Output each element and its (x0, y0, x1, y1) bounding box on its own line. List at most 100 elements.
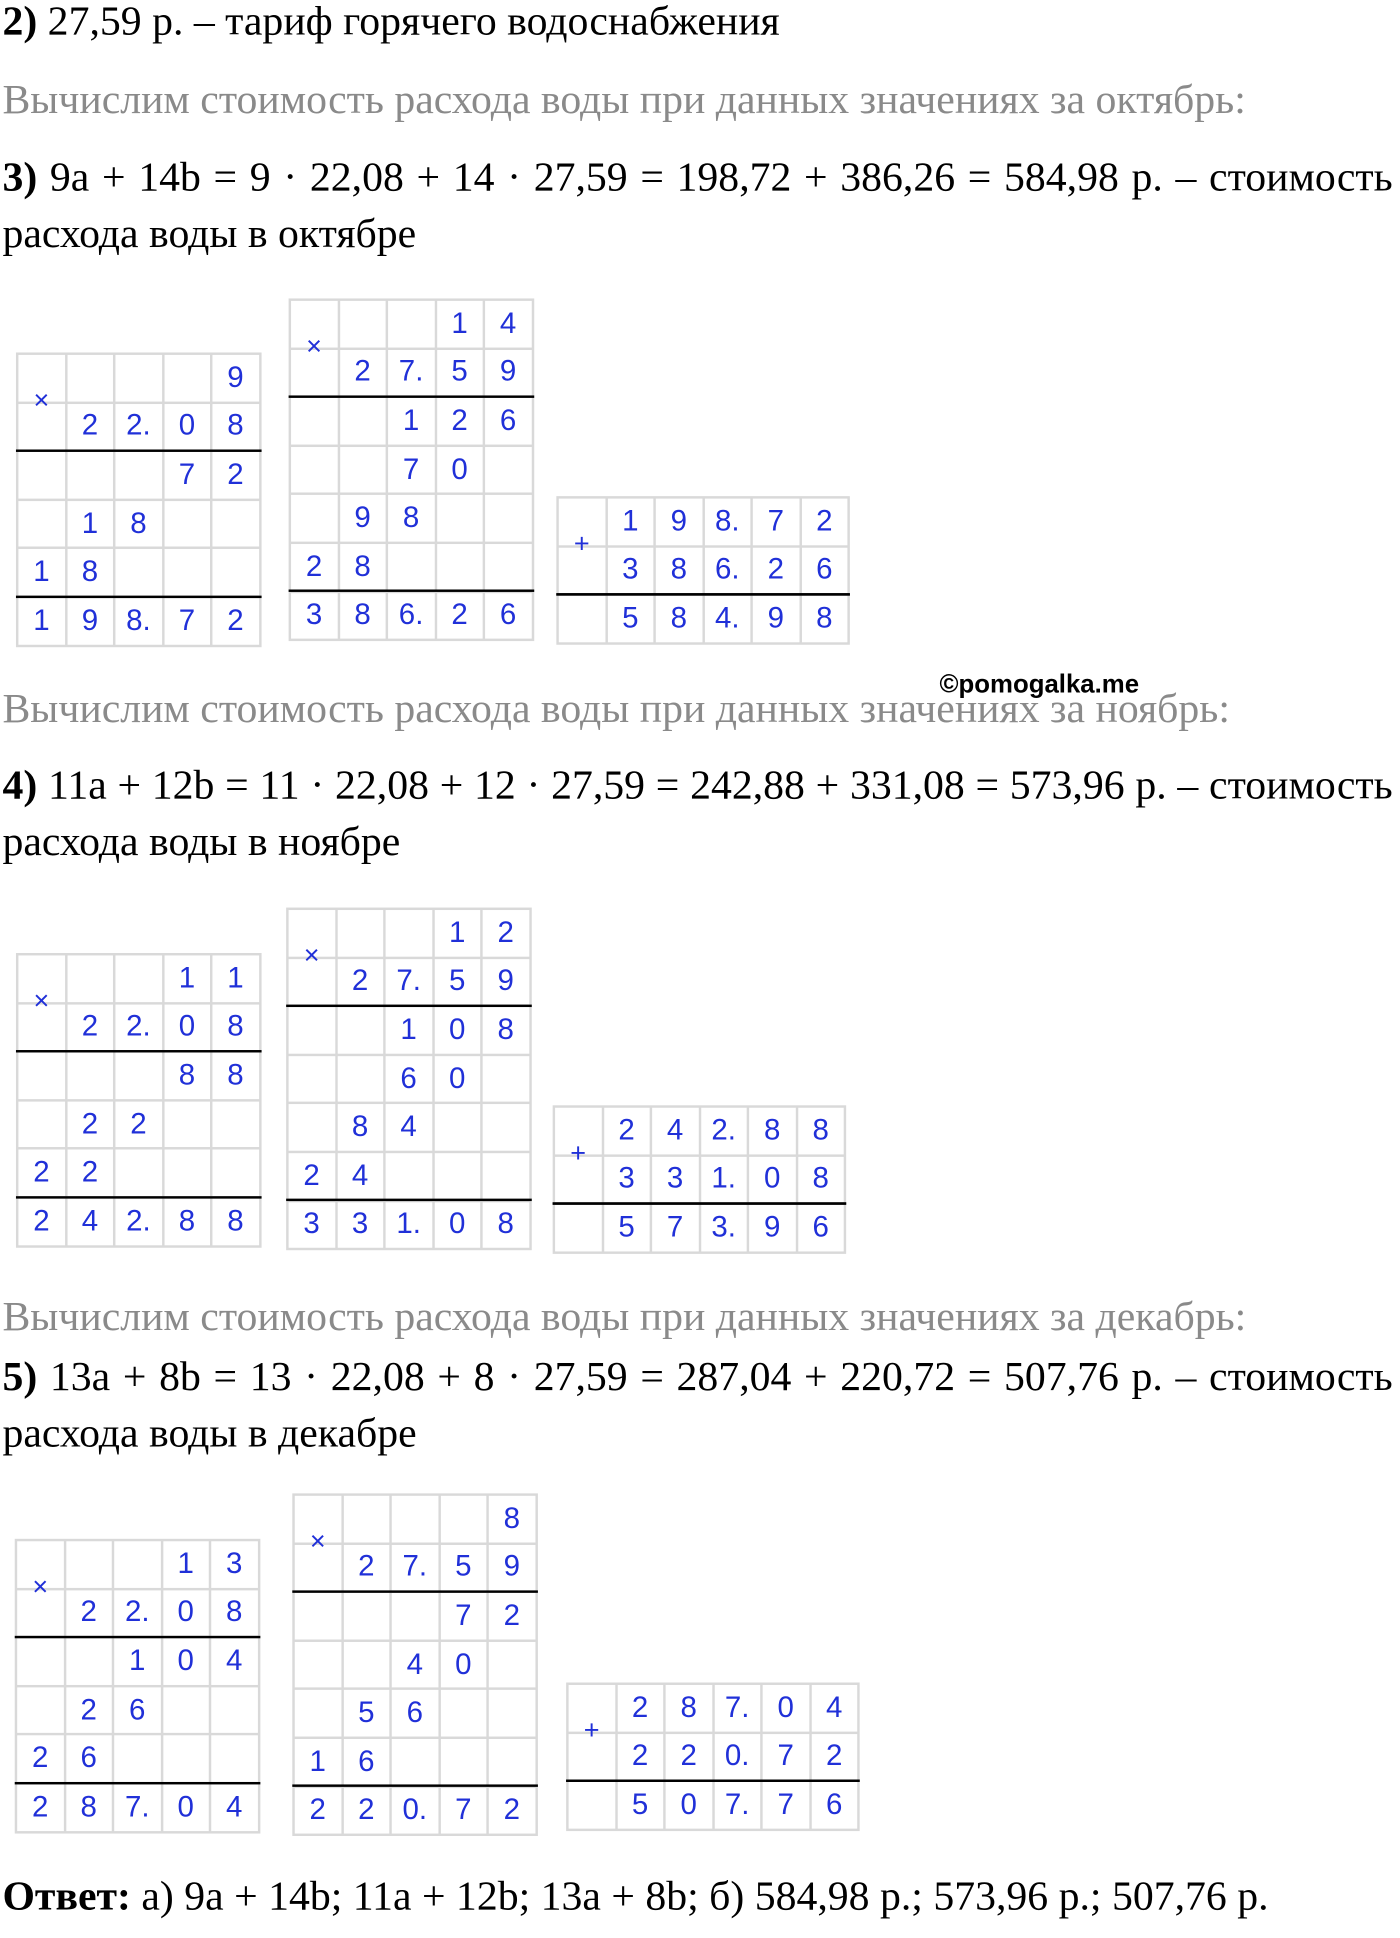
grid-cell: 0 (665, 1782, 712, 1829)
grid-cell (440, 1690, 487, 1737)
grid-cell: 5 (607, 595, 654, 643)
rule-line (286, 1198, 532, 1202)
grid-cell (385, 1153, 432, 1200)
grid-cell (288, 1104, 335, 1151)
grid-cell: 4 (391, 1641, 438, 1688)
grid-cell: 2 (337, 958, 384, 1005)
grid-cell: 0. (714, 1733, 761, 1780)
grid-cell: 2. (115, 1198, 162, 1245)
grid-cell (343, 1593, 390, 1640)
operation-sign: + (573, 527, 590, 559)
grid-cell: 4 (485, 300, 532, 348)
grid-cell: 8 (482, 1201, 529, 1248)
grid-cell: 2 (66, 1101, 113, 1148)
grid-cell (115, 1149, 162, 1197)
grid-cell: 6 (114, 1687, 161, 1734)
grid-cell (434, 1153, 481, 1200)
grid-cell: 2 (603, 1107, 650, 1154)
grid-cell (163, 549, 211, 596)
grid-cell (294, 1593, 341, 1640)
grid-cell (212, 549, 259, 596)
answer: Ответ: а) 9a + 14b; 11a + 12b; 13a + 8b;… (2, 1869, 1392, 1925)
grid-cell: 1 (162, 1541, 209, 1588)
rule-line (14, 1781, 260, 1784)
grid-cell (568, 1684, 615, 1732)
grid-cell (65, 1638, 112, 1685)
rule-line (566, 1779, 860, 1782)
grid-cell: 1 (294, 1738, 341, 1786)
grid-cell (288, 910, 335, 957)
calculation-grid: 1 3 2 2. 0 8 1 0 4 2 6 2 6 2 8 7. 0 4 × (14, 1538, 260, 1834)
grid-cell: 1 (436, 300, 483, 348)
grid-cell: 5 (343, 1690, 390, 1737)
grid-cell: 9 (482, 958, 529, 1005)
grid-cell: 0 (436, 446, 483, 493)
heading: Вычислим стоимость расхода воды при данн… (2, 77, 1246, 123)
text: 13a + 8b = 13 · 22,08 + 8 · 27,59 = 287,… (2, 1354, 1393, 1457)
calculation-grid: 1 2 2 7. 5 9 1 0 8 6 0 8 4 2 4 3 3 1. 0 8 × (286, 907, 532, 1251)
problem: 3) 9a + 14b = 9 · 22,08 + 14 · 27,59 = 1… (2, 150, 1392, 263)
grid-cell: 2 (291, 544, 338, 591)
grid-cell: 1 (66, 500, 113, 547)
grid-cell: 8 (211, 1589, 258, 1637)
grid-cell: 6. (388, 592, 435, 639)
grid-cell (18, 500, 65, 547)
rule-line (15, 1195, 261, 1199)
grid-cell: 8 (797, 1156, 844, 1203)
text: 11a + 12b = 11 · 22,08 + 12 · 27,59 = 24… (2, 762, 1393, 865)
grid-cell: 2 (66, 1004, 113, 1051)
grid-cell: 6 (385, 1055, 432, 1103)
calculation-grid: 2 8 7. 0 4 2 2 0. 7 2 5 0 7. 7 6 + (566, 1682, 860, 1831)
grid-cell: 1. (385, 1201, 432, 1248)
grid-cell: 2 (339, 349, 386, 396)
grid-cell: 8 (655, 595, 702, 643)
grid-cell: 9 (488, 1544, 535, 1591)
grid-cell (162, 1735, 209, 1782)
grid-cell (115, 354, 162, 402)
grid-cell: 6 (391, 1690, 438, 1737)
grid-cell: 8 (212, 1052, 259, 1099)
operation-sign: × (33, 984, 50, 1016)
grid-cell (163, 1101, 211, 1148)
label: 5) (2, 1354, 38, 1401)
label: Ответ: (2, 1874, 131, 1920)
grid-cell: 8 (801, 595, 848, 643)
grid-cell: 1 (607, 498, 654, 545)
grid-cell (114, 1541, 161, 1588)
grid-cell: 1 (434, 910, 481, 957)
operation-sign: × (32, 1570, 49, 1601)
grid-cell: 6 (485, 592, 532, 639)
grid-cell: 2 (17, 1784, 64, 1831)
grid-cell: 7. (714, 1782, 761, 1829)
grid-cell (555, 1204, 602, 1252)
grid-cell (288, 1055, 335, 1103)
grid-cell: 7. (114, 1784, 161, 1831)
grid-cell (162, 1687, 209, 1734)
operation-sign: × (303, 938, 320, 970)
grid-cell: 4 (385, 1104, 432, 1151)
problem: 4) 11a + 12b = 11 · 22,08 + 12 · 27,59 =… (2, 758, 1392, 871)
grid-cell: 7. (385, 958, 432, 1005)
rule-line (15, 1050, 261, 1053)
grid-cell: 2 (482, 910, 529, 957)
calculation-grid: 1 1 2 2. 0 8 8 8 2 2 2 2 2 4 2. 8 8 × (15, 953, 261, 1248)
grid-cell (485, 495, 532, 542)
grid-cell (18, 1004, 65, 1051)
grid-cell (66, 1052, 113, 1099)
grid-cell: 7 (163, 452, 211, 499)
grid-cell (163, 1149, 211, 1197)
grid-cell (391, 1593, 438, 1640)
grid-cell: 0 (434, 1007, 481, 1054)
grid-cell: 6 (343, 1738, 390, 1786)
grid-cell: 6 (801, 547, 848, 594)
rule-line (288, 589, 534, 592)
grid-cell: 0 (434, 1201, 481, 1248)
grid-cell: 2 (343, 1787, 390, 1834)
rule-line (288, 395, 534, 398)
grid-cell (18, 1101, 65, 1148)
grid-cell: 2 (288, 1153, 335, 1200)
grid-cell (343, 1495, 390, 1542)
heading: Вычислим стоимость расхода воды при данн… (2, 1294, 1247, 1340)
grid-cell: 2 (212, 598, 259, 645)
